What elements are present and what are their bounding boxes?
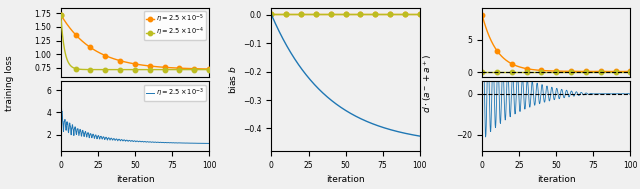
Y-axis label: bias $b$: bias $b$ xyxy=(227,65,237,94)
Text: $d \cdot (a^- + a^+)$: $d \cdot (a^- + a^+)$ xyxy=(421,53,434,113)
X-axis label: iteration: iteration xyxy=(326,175,365,184)
Legend: $\eta = 2.5 \times 10^{-3}$: $\eta = 2.5 \times 10^{-3}$ xyxy=(144,85,206,101)
Text: training loss: training loss xyxy=(5,55,14,111)
X-axis label: iteration: iteration xyxy=(116,175,154,184)
Legend: $\eta = 2.5 \times 10^{-5}$, $\eta = 2.5 \times 10^{-4}$: $\eta = 2.5 \times 10^{-5}$, $\eta = 2.5… xyxy=(144,11,206,40)
X-axis label: iteration: iteration xyxy=(537,175,575,184)
